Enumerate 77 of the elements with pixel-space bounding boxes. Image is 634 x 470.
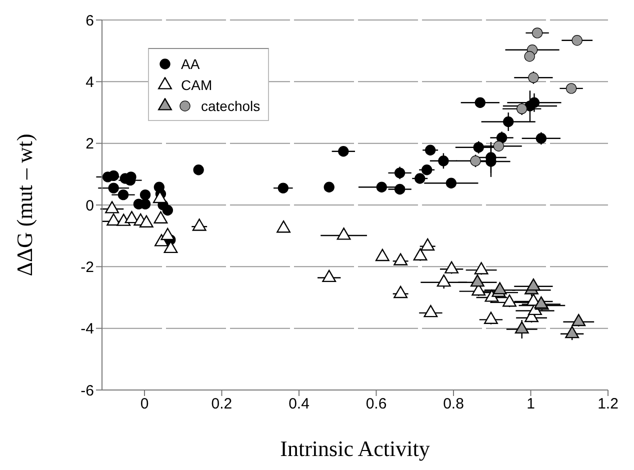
point [106,213,121,226]
y-tick-label: -6 [80,382,94,400]
point [572,35,582,46]
point [108,182,119,194]
point [496,132,508,144]
point [394,286,408,298]
point [424,144,436,156]
y-tick-label: 4 [86,74,94,91]
y-tick-label: -4 [80,320,94,338]
point [108,170,119,182]
point [105,201,119,214]
point [278,182,288,194]
point [394,168,406,178]
point [414,173,426,184]
point [154,211,168,224]
x-tick-label: 1.2 [598,396,618,413]
point [524,51,535,62]
point [118,189,129,200]
legend-label: AA [181,56,200,72]
y-tick-label: -2 [80,258,94,276]
point [338,146,349,157]
point [566,83,577,94]
x-axis-title: Intrinsic Activity [280,436,430,461]
point [503,116,514,128]
point [140,189,151,200]
point [394,253,408,266]
point [438,156,449,166]
point [474,262,488,274]
x-tick-label: 0.2 [211,396,232,413]
point [516,103,528,114]
point [394,184,406,195]
point [436,274,451,287]
legend-label: catechols [201,98,260,114]
point [164,240,178,254]
point [424,304,438,318]
point [162,204,174,216]
point [420,238,435,251]
y-tick-label: 0 [86,197,94,214]
point [526,278,540,291]
point [276,220,290,233]
point [422,164,432,176]
point [124,210,139,224]
y-tick-label: 2 [86,136,94,153]
point [474,97,486,108]
point [193,164,204,176]
x-tick-label: 0.8 [443,396,464,413]
point [528,72,539,83]
point [375,248,390,262]
point [376,182,387,192]
point [572,314,586,326]
point [413,248,428,260]
point [536,133,547,144]
y-tick-label: 6 [86,12,94,30]
point [152,190,167,204]
point [322,270,336,282]
point [565,326,580,338]
point [484,312,498,324]
x-tick-label: 1 [526,396,535,413]
point [492,282,507,294]
point [324,182,334,192]
point [493,140,504,152]
point [336,228,351,240]
point [532,28,543,38]
x-tick-label: 0 [140,396,149,413]
point [470,274,484,287]
point [446,178,457,188]
x-tick-label: 0.6 [366,396,387,413]
point [528,97,540,108]
x-tick-label: 0.4 [288,396,310,413]
point [139,215,154,228]
point [514,321,529,334]
legend-label: CAM [181,76,212,92]
y-axis-title: ΔΔG (mut – wt) [12,134,37,276]
point [473,142,484,153]
point [160,228,175,240]
point [444,261,459,274]
point [192,218,206,231]
